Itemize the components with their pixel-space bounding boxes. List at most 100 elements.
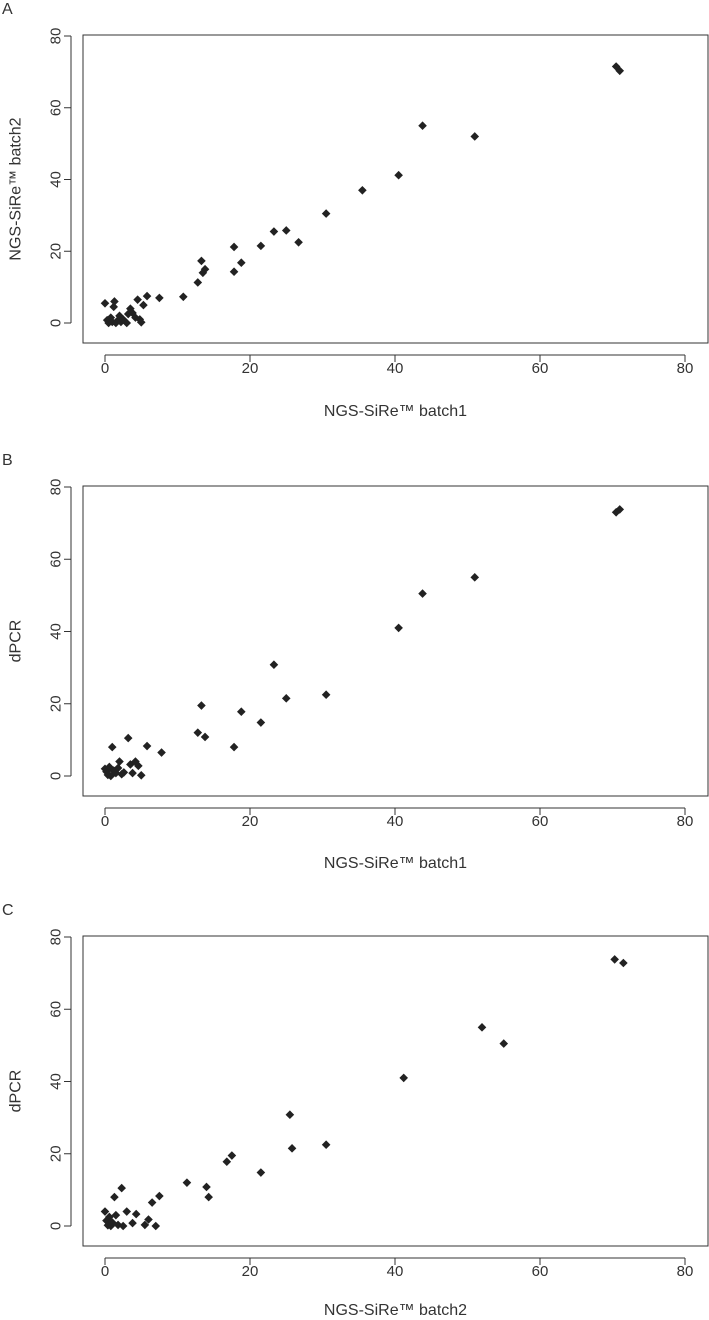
- data-point: [200, 264, 210, 274]
- data-point: [200, 732, 210, 742]
- data-point: [134, 761, 143, 771]
- data-point: [285, 1110, 295, 1120]
- data-point: [123, 309, 133, 319]
- data-point: [418, 589, 427, 598]
- y-axis-label: NGS-SiRe™ batch2: [8, 117, 25, 260]
- y-tick-label: 20: [48, 1145, 65, 1162]
- data-point: [399, 1073, 408, 1083]
- data-point: [115, 757, 124, 766]
- y-tick-label: 60: [48, 99, 65, 116]
- data-point: [615, 505, 625, 514]
- chart-panel-B: B 0 20 40 60 80 0 20 40 60 80 NGS-SiRe™ batch1 dPCR: [2, 452, 709, 872]
- data-point: [269, 660, 279, 670]
- data-point: [287, 1144, 297, 1153]
- data-point: [256, 718, 266, 727]
- y-tick-label: 40: [48, 171, 65, 188]
- data-point: [131, 1209, 141, 1219]
- data-point: [477, 1023, 487, 1032]
- data-point: [105, 762, 114, 772]
- data-point: [117, 1183, 126, 1193]
- y-axis-label: dPCR: [8, 620, 25, 663]
- data-point: [109, 302, 118, 312]
- data-point: [418, 121, 427, 130]
- panel-label: A: [2, 1, 13, 18]
- plot-frame: [82, 485, 709, 797]
- data-point: [611, 62, 621, 71]
- x-tick-label: 0: [101, 813, 109, 830]
- x-axis-label: NGS-SiRe™ batch1: [324, 403, 467, 420]
- data-point: [294, 237, 303, 247]
- data-point: [131, 313, 140, 322]
- data-point: [619, 958, 628, 968]
- data-point: [321, 690, 331, 700]
- data-point: [179, 292, 188, 302]
- data-point: [142, 291, 152, 301]
- data-point: [106, 313, 116, 322]
- data-point: [110, 1192, 119, 1202]
- y-tick-label: 80: [48, 479, 65, 496]
- x-tick-label: 40: [387, 1263, 404, 1280]
- data-point: [237, 707, 246, 716]
- y-tick-label: 20: [48, 243, 65, 260]
- data-point: [128, 308, 137, 318]
- data-point: [151, 1221, 161, 1231]
- data-point: [182, 1178, 192, 1187]
- data-point: [615, 66, 625, 76]
- data-point: [135, 315, 145, 324]
- data-point: [111, 1210, 121, 1220]
- y-tick-label: 60: [48, 1001, 65, 1018]
- data-point: [100, 298, 110, 308]
- data-point: [269, 227, 279, 236]
- data-point: [193, 728, 203, 737]
- x-tick-label: 80: [677, 360, 694, 377]
- x-tick-label: 40: [387, 813, 404, 830]
- x-tick-label: 60: [532, 813, 549, 830]
- data-point: [237, 258, 246, 268]
- y-tick-label: 60: [48, 551, 65, 568]
- data-point: [136, 317, 146, 327]
- data-point: [321, 209, 331, 218]
- data-point: [197, 256, 206, 266]
- x-tick-label: 0: [101, 360, 109, 377]
- chart-panel-C: C 0 20 40 60 80 0 20 40 60 80 NGS-SiRe™ batch2 dPCR: [2, 902, 709, 1319]
- data-point: [229, 742, 239, 752]
- y-tick-label: 80: [48, 28, 65, 45]
- data-point: [113, 763, 123, 773]
- data-point: [128, 768, 137, 778]
- y-tick-label: 40: [48, 1073, 65, 1090]
- data-point: [204, 1192, 213, 1202]
- data-point: [358, 185, 367, 195]
- data-point: [610, 955, 619, 964]
- data-point: [147, 1198, 157, 1207]
- data-point: [155, 1191, 164, 1201]
- y-tick-label: 0: [48, 319, 65, 327]
- x-tick-label: 20: [242, 360, 259, 377]
- data-point: [136, 770, 146, 780]
- plot-frame: [82, 34, 709, 344]
- data-point: [256, 1168, 266, 1177]
- data-point: [126, 304, 135, 313]
- data-point: [321, 1140, 331, 1150]
- data-point: [123, 733, 133, 743]
- panel-label: C: [2, 902, 14, 919]
- data-point: [394, 170, 403, 180]
- y-tick-label: 20: [48, 695, 65, 712]
- data-point: [227, 1151, 237, 1160]
- data-point: [140, 1220, 150, 1230]
- y-tick-label: 0: [48, 772, 65, 780]
- y-tick-label: 0: [48, 1222, 65, 1230]
- data-point: [100, 1207, 110, 1216]
- panel-label: B: [2, 452, 13, 469]
- data-point: [157, 748, 166, 757]
- x-tick-label: 60: [532, 1263, 549, 1280]
- x-tick-label: 60: [532, 360, 549, 377]
- data-point: [118, 1221, 128, 1231]
- data-point: [394, 623, 403, 633]
- data-point: [110, 297, 119, 306]
- data-point: [197, 701, 206, 710]
- data-point: [142, 741, 152, 751]
- data-point: [122, 1207, 132, 1216]
- x-tick-label: 20: [242, 1263, 259, 1280]
- data-point: [122, 318, 132, 328]
